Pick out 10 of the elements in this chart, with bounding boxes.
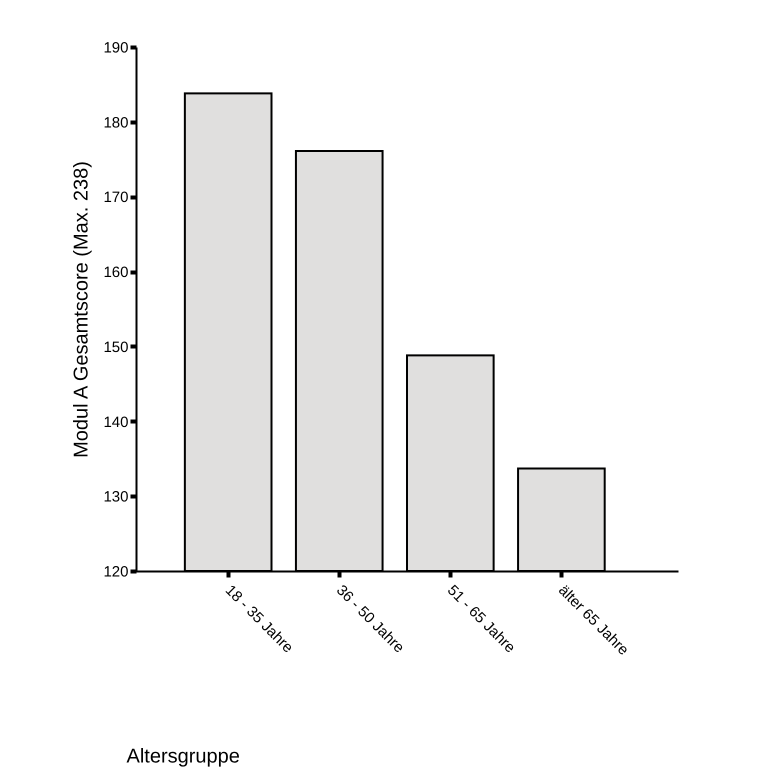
y-tick-label: 190 [103, 40, 128, 56]
y-tick-label: 160 [103, 264, 128, 282]
y-tick-label: 150 [103, 338, 128, 356]
y-tick-label: 120 [103, 564, 128, 580]
x-axis-title: Altersgruppe [126, 746, 240, 768]
y-tick-label: 170 [103, 189, 128, 206]
y-axis-title: Modul A Gesamtscore (Max. 238) [70, 161, 92, 458]
y-tick-label: 130 [103, 488, 128, 506]
y-tick-label: 180 [103, 114, 128, 132]
y-tick-label: 140 [103, 414, 128, 431]
